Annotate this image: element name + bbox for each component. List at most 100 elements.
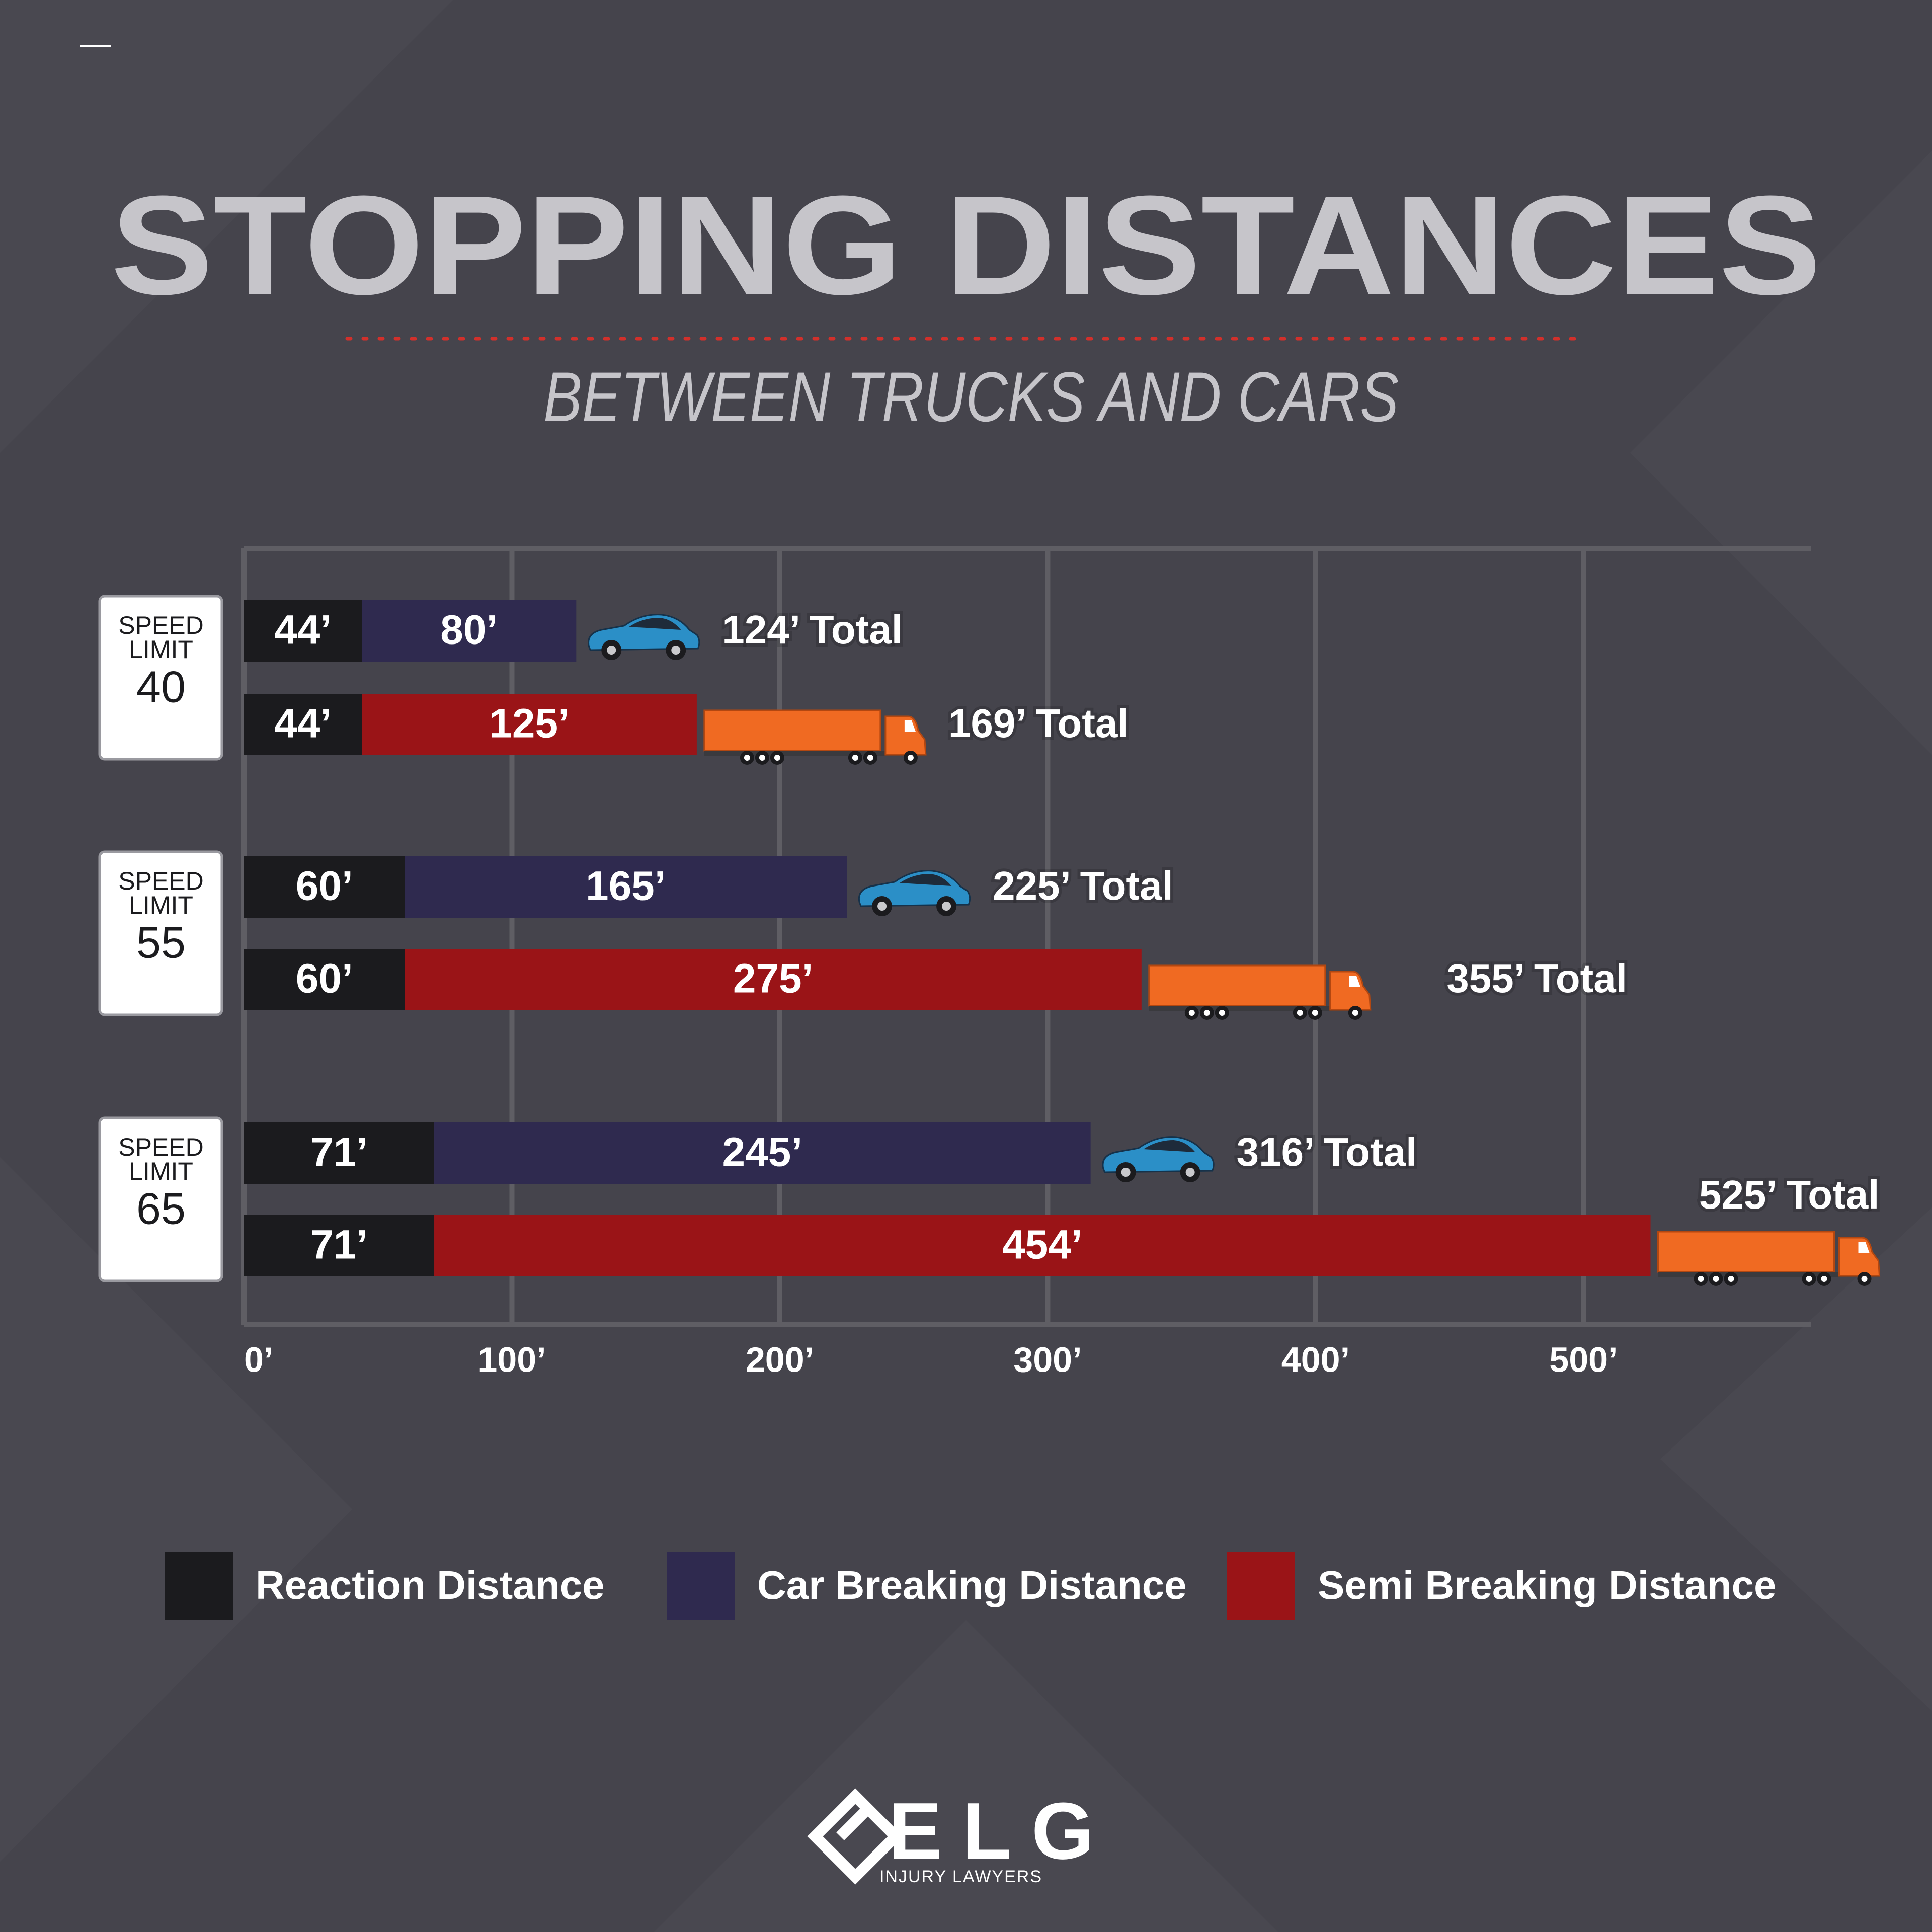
truck-window (1858, 1242, 1870, 1253)
truck-hub (1821, 1276, 1827, 1282)
sign-label: LIMIT (129, 891, 193, 919)
truck-cab (884, 715, 927, 756)
sign-label: SPEED (118, 867, 204, 895)
sign-label: LIMIT (129, 635, 193, 664)
value-label: 71’ (310, 1222, 368, 1268)
car-hub (607, 646, 616, 655)
car-icon (858, 870, 971, 916)
truck-hub (867, 755, 873, 761)
truck-chassis (704, 751, 926, 756)
car-hub (877, 902, 887, 911)
total-label: 169’ Total (948, 701, 1129, 746)
truck-chassis (1658, 1272, 1880, 1277)
truck-trailer (703, 709, 881, 752)
legend-swatch (667, 1552, 735, 1620)
bar-segment (244, 856, 405, 918)
value-label: 454’ (1002, 1222, 1083, 1268)
logo-text: ELG (889, 1786, 1114, 1876)
truck-hub (744, 755, 750, 761)
legend-label: Car Breaking Distance (757, 1563, 1187, 1607)
car-window (629, 618, 681, 630)
total-label: 355’ Total (1446, 956, 1627, 1001)
truck-hub (774, 755, 780, 761)
bar-segment (244, 694, 362, 755)
value-label: 60’ (296, 863, 353, 909)
bar-segment (244, 1122, 435, 1184)
logo-mark (807, 1788, 904, 1885)
truck-cab (1838, 1237, 1881, 1277)
value-label: 60’ (296, 956, 353, 1002)
total-label: 525’ Total (1699, 1172, 1880, 1217)
value-label: 125’ (489, 701, 570, 747)
bar-segment (434, 1122, 1091, 1184)
bar-segment (434, 1215, 1651, 1276)
truck-hub (907, 755, 914, 761)
car-hub (1185, 1168, 1195, 1177)
truck-hub (1219, 1010, 1225, 1016)
truck-chassis (1149, 1006, 1371, 1011)
x-tick-label: 100’ (477, 1340, 546, 1379)
bar-segment (362, 694, 697, 755)
chart-subtitle: BETWEEN TRUCKS AND CARS (543, 357, 1399, 436)
truck-hub (1203, 1010, 1210, 1016)
sign-speed: 65 (136, 1183, 186, 1233)
car-hub (942, 902, 951, 911)
legend-swatch (165, 1552, 233, 1620)
car-icon (1102, 1136, 1215, 1182)
bar-segment (244, 600, 362, 662)
value-label: 165’ (586, 863, 666, 909)
car-hub (1121, 1168, 1131, 1177)
sign-label: LIMIT (129, 1157, 193, 1185)
sign-label: SPEED (118, 1133, 204, 1161)
value-label: 44’ (274, 701, 332, 747)
legend-label: Semi Breaking Distance (1318, 1563, 1776, 1607)
value-label: 44’ (274, 607, 332, 653)
truck-icon (703, 709, 927, 765)
truck-hub (1297, 1010, 1303, 1016)
x-tick-label: 400’ (1281, 1340, 1350, 1379)
x-tick-label: 500’ (1549, 1340, 1618, 1379)
truck-hub (1352, 1010, 1358, 1016)
car-icon (588, 614, 700, 660)
logo-tagline: INJURY LAWYERS (879, 1867, 1042, 1886)
truck-hub (1713, 1276, 1719, 1282)
legend-swatch (1227, 1552, 1295, 1620)
chart-title: STOPPING DISTANCES (111, 167, 1821, 324)
sign-box (98, 850, 223, 1016)
x-tick-label: 0’ (244, 1340, 273, 1379)
total-label: 316’ Total (1237, 1130, 1417, 1174)
total-label: 225’ Total (993, 863, 1173, 908)
total-label: 124’ Total (722, 607, 903, 652)
car-hub (671, 646, 681, 655)
truck-cab (1329, 971, 1372, 1011)
car-window (900, 874, 952, 886)
value-label: 71’ (310, 1130, 368, 1175)
truck-hub (1861, 1276, 1868, 1282)
truck-trailer (1148, 964, 1326, 1007)
truck-window (904, 720, 916, 732)
car-window (1143, 1140, 1195, 1152)
bar-segment (244, 1215, 435, 1276)
truck-hub (1698, 1276, 1704, 1282)
bar-segment (405, 856, 847, 918)
value-label: 245’ (722, 1130, 803, 1175)
legend-label: Reaction Distance (256, 1563, 605, 1607)
truck-window (1349, 976, 1360, 987)
sign-label: SPEED (118, 611, 204, 639)
value-label: 80’ (440, 607, 498, 653)
truck-hub (1312, 1010, 1318, 1016)
truck-hub (852, 755, 858, 761)
bar-segment (405, 949, 1142, 1010)
value-label: 275’ (733, 956, 814, 1002)
sign-box (98, 595, 223, 761)
bar-segment (244, 949, 405, 1010)
sign-speed: 55 (136, 917, 186, 967)
x-tick-label: 200’ (746, 1340, 814, 1379)
truck-hub (1188, 1010, 1195, 1016)
